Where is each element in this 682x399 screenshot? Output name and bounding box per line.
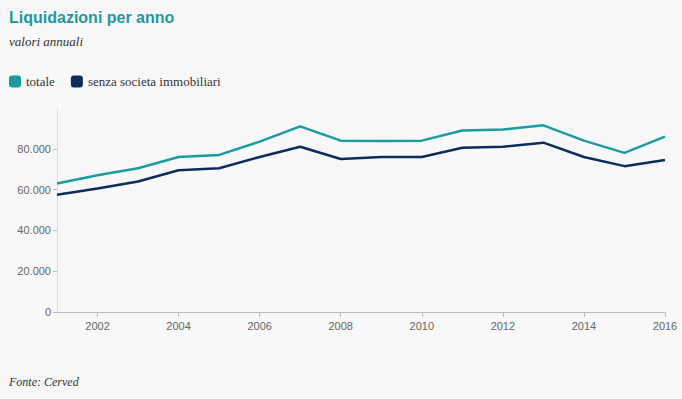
svg-text:Liquidazioni per anno: Liquidazioni per anno (9, 9, 175, 26)
svg-text:valori annuali: valori annuali (9, 34, 83, 49)
svg-text:Fonte: Cerved: Fonte: Cerved (8, 375, 80, 389)
svg-text:40.000: 40.000 (17, 224, 51, 236)
svg-text:2012: 2012 (491, 320, 515, 332)
svg-text:totale: totale (26, 74, 55, 89)
svg-text:2016: 2016 (653, 320, 677, 332)
svg-text:senza societa immobiliari: senza societa immobiliari (88, 74, 221, 89)
svg-text:2008: 2008 (328, 320, 352, 332)
svg-text:2002: 2002 (85, 320, 109, 332)
svg-text:2006: 2006 (247, 320, 271, 332)
svg-text:0: 0 (45, 306, 51, 318)
svg-text:80.000: 80.000 (17, 143, 51, 155)
svg-text:2010: 2010 (410, 320, 434, 332)
svg-text:20.000: 20.000 (17, 265, 51, 277)
svg-text:2004: 2004 (166, 320, 190, 332)
svg-text:60.000: 60.000 (17, 184, 51, 196)
svg-text:2014: 2014 (572, 320, 596, 332)
